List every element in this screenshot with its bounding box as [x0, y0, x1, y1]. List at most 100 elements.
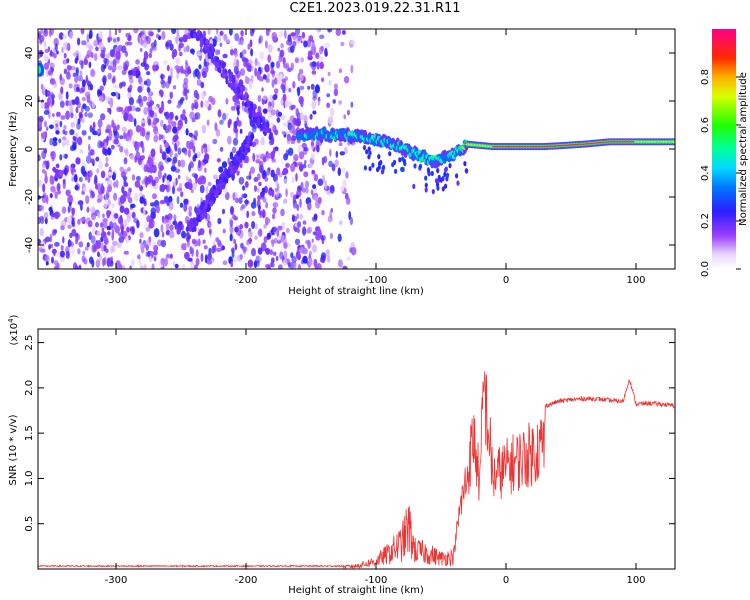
noise-speck [254, 185, 257, 192]
noise-speck [239, 163, 243, 168]
noise-speck [246, 239, 250, 246]
noise-streak [222, 73, 226, 79]
noise-speck [184, 150, 188, 156]
ridge-speck [391, 162, 395, 168]
noise-speck [85, 155, 92, 164]
noise-speck [309, 113, 313, 120]
noise-speck [218, 166, 224, 173]
noise-speck [310, 152, 315, 161]
noise-speck [120, 171, 126, 179]
noise-speck [237, 38, 242, 46]
noise-speck [269, 249, 273, 256]
ridge-speck [371, 162, 375, 168]
colorbar-tick-label: 0.0 [700, 261, 711, 277]
noise-speck [98, 41, 104, 51]
noise-speck [82, 186, 88, 193]
noise-speck [290, 62, 294, 71]
noise-speck [97, 251, 100, 257]
noise-speck [340, 41, 345, 47]
noise-speck [96, 230, 101, 236]
noise-speck [188, 205, 193, 212]
noise-speck [165, 253, 171, 259]
noise-speck [146, 86, 151, 93]
noise-speck [333, 83, 338, 89]
noise-speck [349, 216, 354, 226]
noise-speck [118, 106, 123, 112]
noise-speck [254, 67, 258, 77]
chart-title: C2E1.2023.019.22.31.R11 [289, 1, 461, 16]
noise-speck [153, 134, 159, 143]
noise-speck [137, 86, 143, 93]
noise-speck [105, 128, 111, 134]
noise-speck [53, 83, 58, 89]
noise-speck [157, 239, 162, 247]
noise-speck [68, 83, 73, 89]
noise-speck [64, 139, 70, 146]
noise-streak [246, 147, 251, 153]
colorbar-ticks: 0.0 0.2 0.4 0.6 0.8 [700, 69, 741, 277]
noise-speck [206, 260, 213, 265]
noise-speck [278, 53, 283, 63]
noise-speck [65, 91, 69, 100]
noise-speck [188, 141, 194, 150]
noise-speck [154, 112, 158, 120]
noise-speck [241, 193, 245, 199]
noise-speck [287, 67, 292, 73]
noise-speck [261, 87, 264, 92]
noise-speck [63, 52, 67, 59]
noise-streak [252, 103, 257, 109]
noise-speck [106, 53, 111, 58]
noise-speck [265, 248, 271, 255]
ridge-speck [443, 171, 447, 178]
noise-speck [229, 205, 235, 215]
noise-speck [257, 187, 260, 193]
noise-speck [51, 113, 55, 118]
noise-speck [287, 262, 291, 268]
noise-speck [196, 93, 200, 100]
noise-speck [160, 258, 165, 266]
noise-speck [258, 35, 263, 43]
noise-streak [244, 101, 248, 108]
noise-speck [113, 125, 117, 132]
noise-speck [128, 97, 134, 106]
noise-speck [130, 105, 136, 112]
noise-speck [38, 115, 44, 123]
ridge-speck [377, 154, 381, 160]
noise-speck [267, 189, 272, 195]
noise-speck [312, 110, 317, 115]
noise-speck [321, 156, 325, 166]
noise-speck [251, 124, 257, 133]
noise-speck [267, 152, 272, 159]
noise-speck [302, 226, 307, 236]
noise-speck [107, 258, 112, 267]
noise-speck [234, 226, 239, 233]
noise-speck [135, 59, 140, 65]
noise-speck [41, 87, 46, 95]
noise-speck [44, 48, 49, 54]
noise-speck [234, 243, 238, 251]
noise-speck [290, 191, 294, 198]
noise-speck [142, 95, 148, 102]
noise-speck [192, 70, 197, 78]
noise-streak [188, 226, 193, 232]
noise-speck [205, 64, 209, 73]
noise-speck [182, 263, 186, 269]
noise-speck [331, 163, 336, 172]
noise-speck [288, 88, 292, 93]
noise-speck [310, 189, 314, 196]
noise-speck [282, 122, 288, 127]
noise-speck [335, 29, 341, 36]
noise-speck [232, 61, 236, 68]
noise-speck [166, 157, 172, 162]
noise-speck [107, 231, 111, 236]
x-tick-label: 100 [626, 275, 645, 286]
noise-speck [184, 181, 190, 189]
ridge-speck [418, 163, 423, 169]
noise-speck [53, 37, 59, 47]
noise-speck [155, 63, 159, 71]
noise-speck [227, 135, 232, 145]
noise-speck [342, 166, 346, 174]
noise-speck [129, 188, 132, 193]
noise-speck [60, 86, 64, 95]
